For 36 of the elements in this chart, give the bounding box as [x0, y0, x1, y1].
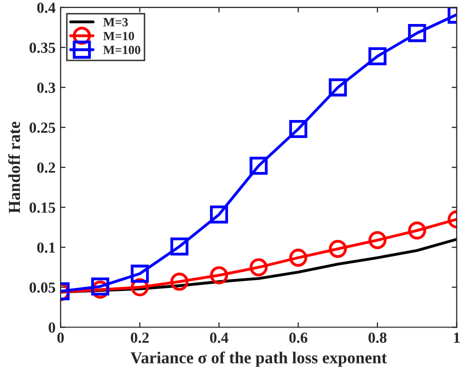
y-tick-label: 0.1	[37, 242, 55, 253]
point	[289, 248, 308, 267]
point	[328, 78, 347, 96]
y-tick-label: 0.15	[30, 202, 56, 213]
legend-label: M=10	[103, 32, 134, 40]
point	[408, 24, 426, 42]
legend-label: M=3	[103, 18, 128, 26]
x-tick-label: 0.2	[130, 332, 149, 343]
point	[130, 264, 149, 283]
point	[210, 206, 228, 224]
x-axis-title: Variance σ of the path loss exponent	[130, 352, 387, 367]
point	[368, 231, 386, 250]
y-tick-label: 0.05	[30, 282, 56, 293]
x-tick-label: 1	[454, 332, 460, 343]
point	[328, 240, 347, 258]
point	[250, 258, 268, 276]
point	[408, 221, 426, 240]
y-tick-label: 0.25	[30, 122, 56, 133]
x-tick-label: 0.8	[368, 332, 387, 343]
point	[210, 266, 228, 284]
y-tick-label: 0.4	[37, 2, 56, 13]
point	[170, 272, 188, 291]
point	[368, 47, 386, 66]
point	[250, 156, 268, 175]
y-tick-label: 0.35	[30, 42, 56, 53]
x-tick-label: 0.6	[289, 332, 308, 343]
point	[289, 120, 308, 138]
x-tick-label: 0.4	[210, 332, 228, 343]
x-tick-label: 0	[57, 332, 64, 343]
y-tick-label: 0.2	[37, 162, 56, 173]
y-axis-title: Handoff rate	[8, 122, 20, 214]
point	[170, 237, 188, 256]
y-tick-label: 0	[48, 322, 56, 333]
legend-label: M=100	[103, 46, 140, 54]
point	[91, 277, 110, 296]
y-tick-label: 0.3	[37, 82, 56, 93]
